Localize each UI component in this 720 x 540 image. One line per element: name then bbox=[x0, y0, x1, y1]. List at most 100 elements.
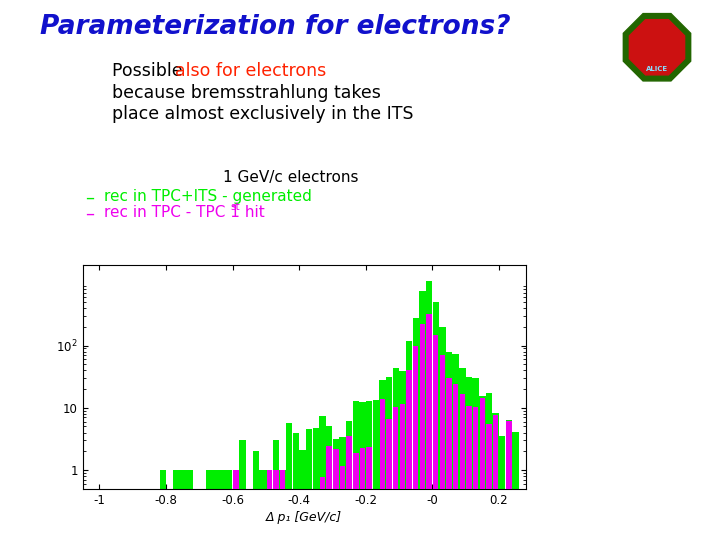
Bar bbox=[280, 470, 285, 540]
Bar bbox=[340, 467, 345, 540]
Bar bbox=[333, 449, 338, 540]
Bar bbox=[346, 421, 352, 540]
Bar bbox=[333, 438, 339, 540]
Bar bbox=[373, 495, 379, 540]
Bar bbox=[233, 470, 238, 540]
Bar bbox=[473, 407, 478, 540]
Bar bbox=[360, 448, 365, 540]
Text: also for electrons: also for electrons bbox=[175, 62, 326, 80]
Text: –: – bbox=[85, 189, 94, 207]
Bar bbox=[240, 440, 246, 540]
Bar bbox=[453, 383, 459, 540]
Bar bbox=[273, 470, 279, 540]
Bar bbox=[446, 378, 451, 540]
Bar bbox=[479, 396, 485, 540]
Bar bbox=[480, 399, 485, 540]
Text: –: – bbox=[85, 205, 94, 223]
Bar bbox=[466, 376, 472, 540]
Bar bbox=[253, 451, 259, 540]
Bar bbox=[359, 402, 366, 540]
Bar bbox=[420, 324, 425, 540]
Text: hit: hit bbox=[240, 205, 265, 220]
Bar bbox=[386, 377, 392, 540]
Bar bbox=[326, 426, 333, 540]
Bar bbox=[266, 470, 272, 540]
Bar bbox=[372, 400, 379, 540]
Bar bbox=[492, 413, 499, 540]
Bar bbox=[319, 416, 325, 540]
Bar bbox=[387, 419, 392, 540]
Bar bbox=[419, 291, 426, 540]
Bar bbox=[339, 437, 346, 540]
Text: Possible: Possible bbox=[112, 62, 188, 80]
Bar bbox=[366, 401, 372, 540]
Bar bbox=[279, 470, 286, 540]
Text: because bremsstrahlung takes: because bremsstrahlung takes bbox=[112, 84, 380, 102]
Bar bbox=[486, 393, 492, 540]
Bar bbox=[459, 394, 465, 540]
Bar bbox=[379, 380, 386, 540]
Bar bbox=[186, 470, 192, 540]
Bar bbox=[320, 477, 325, 540]
Bar bbox=[399, 372, 405, 540]
Polygon shape bbox=[624, 14, 690, 81]
Bar bbox=[300, 450, 306, 540]
Text: ALICE: ALICE bbox=[646, 66, 668, 72]
Bar bbox=[472, 379, 479, 540]
Bar bbox=[446, 352, 452, 540]
Bar bbox=[452, 354, 459, 540]
Bar bbox=[413, 346, 418, 540]
Bar bbox=[486, 424, 492, 540]
Bar bbox=[426, 281, 432, 540]
Bar bbox=[513, 432, 519, 540]
Text: Andrea Dainese: Andrea Dainese bbox=[446, 514, 540, 527]
Bar bbox=[459, 368, 466, 540]
Text: 1 GeV/c electrons: 1 GeV/c electrons bbox=[223, 170, 359, 185]
Bar bbox=[353, 453, 359, 540]
Text: Parameterization for electrons?: Parameterization for electrons? bbox=[40, 14, 510, 39]
Bar bbox=[413, 318, 419, 540]
Polygon shape bbox=[629, 19, 685, 75]
Bar bbox=[440, 355, 445, 540]
Text: TRD/TPC meeting, Heidelberg - November 13, 2002: TRD/TPC meeting, Heidelberg - November 1… bbox=[11, 514, 316, 527]
Bar bbox=[506, 421, 512, 540]
Bar bbox=[220, 470, 226, 540]
Text: rec in TPC+ITS - generated: rec in TPC+ITS - generated bbox=[104, 189, 312, 204]
Bar bbox=[293, 433, 299, 540]
Text: st: st bbox=[230, 202, 240, 212]
Bar bbox=[306, 429, 312, 540]
Bar bbox=[326, 446, 332, 540]
Bar bbox=[392, 368, 399, 540]
Bar bbox=[173, 470, 179, 540]
Bar bbox=[439, 327, 446, 540]
Bar bbox=[379, 399, 385, 540]
Bar bbox=[499, 436, 505, 540]
Bar bbox=[206, 470, 212, 540]
Bar bbox=[266, 470, 272, 540]
Bar bbox=[273, 440, 279, 540]
Bar bbox=[433, 302, 439, 540]
Text: rec in TPC - TPC 1: rec in TPC - TPC 1 bbox=[104, 205, 240, 220]
Bar bbox=[467, 406, 472, 540]
Bar bbox=[353, 401, 359, 540]
Bar bbox=[366, 447, 372, 540]
Bar bbox=[259, 470, 266, 540]
Bar bbox=[312, 429, 319, 540]
Bar bbox=[406, 341, 413, 540]
X-axis label: Δ p₁ [GeV/c]: Δ p₁ [GeV/c] bbox=[266, 511, 342, 524]
Bar bbox=[179, 470, 186, 540]
Bar bbox=[213, 470, 219, 540]
Bar bbox=[226, 470, 233, 540]
Text: place almost exclusively in the ITS: place almost exclusively in the ITS bbox=[112, 105, 413, 123]
Bar bbox=[433, 335, 438, 540]
Bar bbox=[493, 415, 498, 540]
Bar bbox=[286, 423, 292, 540]
Bar bbox=[400, 404, 405, 540]
Bar bbox=[346, 436, 352, 540]
Bar bbox=[233, 470, 239, 540]
Bar bbox=[426, 314, 432, 540]
Bar bbox=[393, 408, 398, 540]
Bar bbox=[406, 370, 412, 540]
Bar bbox=[160, 470, 166, 540]
Bar bbox=[505, 420, 512, 540]
